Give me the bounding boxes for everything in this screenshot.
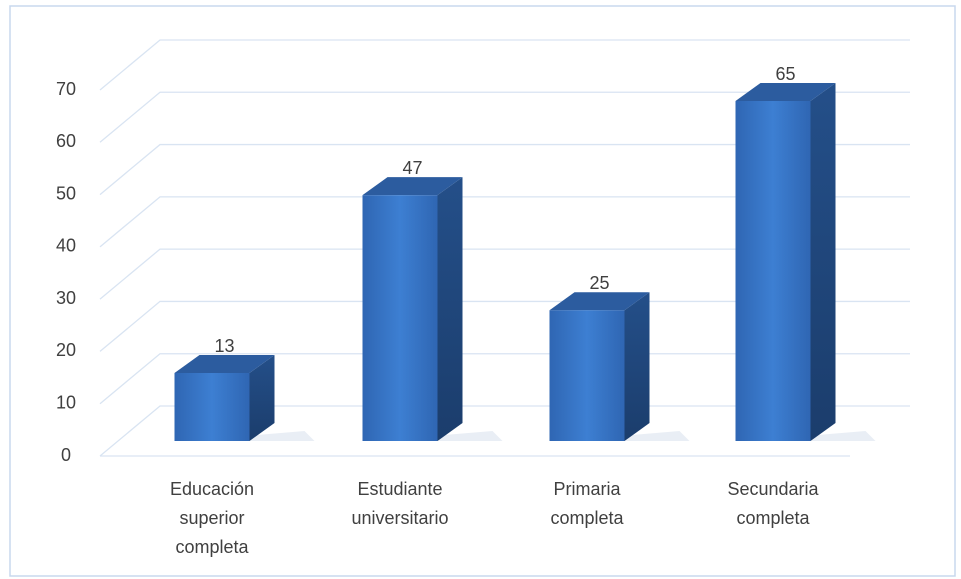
bar-side	[249, 355, 275, 441]
grid-line	[99, 300, 910, 352]
bar-front	[362, 195, 438, 441]
y-tick-label: 10	[56, 392, 76, 412]
value-label: 47	[402, 158, 422, 178]
value-label: 65	[775, 64, 795, 84]
grid-line	[99, 353, 910, 405]
bar	[549, 292, 690, 441]
x-tick-label: Estudiante universitario	[351, 479, 448, 528]
y-tick-label: 20	[56, 340, 76, 360]
bar-side	[437, 177, 463, 441]
bar-front	[549, 310, 625, 441]
bar-front	[174, 373, 250, 441]
bar-top	[362, 177, 463, 196]
value-label: 25	[589, 273, 609, 293]
bar-top	[549, 292, 650, 311]
x-tick-label: Educación superior completa	[170, 479, 254, 557]
grid-line	[99, 248, 910, 300]
x-tick-label: Primaria completa	[550, 479, 624, 528]
y-tick-label: 60	[56, 131, 76, 151]
grid-line	[99, 39, 910, 91]
bar-side	[624, 292, 650, 441]
grid-line	[99, 143, 910, 196]
bar-side	[810, 83, 836, 441]
grid-line	[99, 405, 910, 457]
grid-line	[99, 91, 910, 143]
y-tick-label: 30	[56, 288, 76, 308]
bar	[735, 83, 876, 441]
x-tick-label: Secundaria completa	[727, 479, 819, 528]
chart-border	[9, 5, 956, 577]
y-tick-label: 70	[56, 79, 76, 99]
y-tick-label: 40	[56, 236, 76, 256]
bar	[174, 355, 315, 441]
bar-front	[735, 101, 811, 441]
grid-line	[99, 196, 910, 248]
y-tick-label: 50	[56, 183, 76, 203]
bar-top	[735, 83, 836, 101]
bar	[362, 177, 503, 441]
y-tick-label: 0	[61, 445, 71, 465]
bar-top	[174, 355, 275, 373]
value-label: 13	[214, 336, 234, 356]
